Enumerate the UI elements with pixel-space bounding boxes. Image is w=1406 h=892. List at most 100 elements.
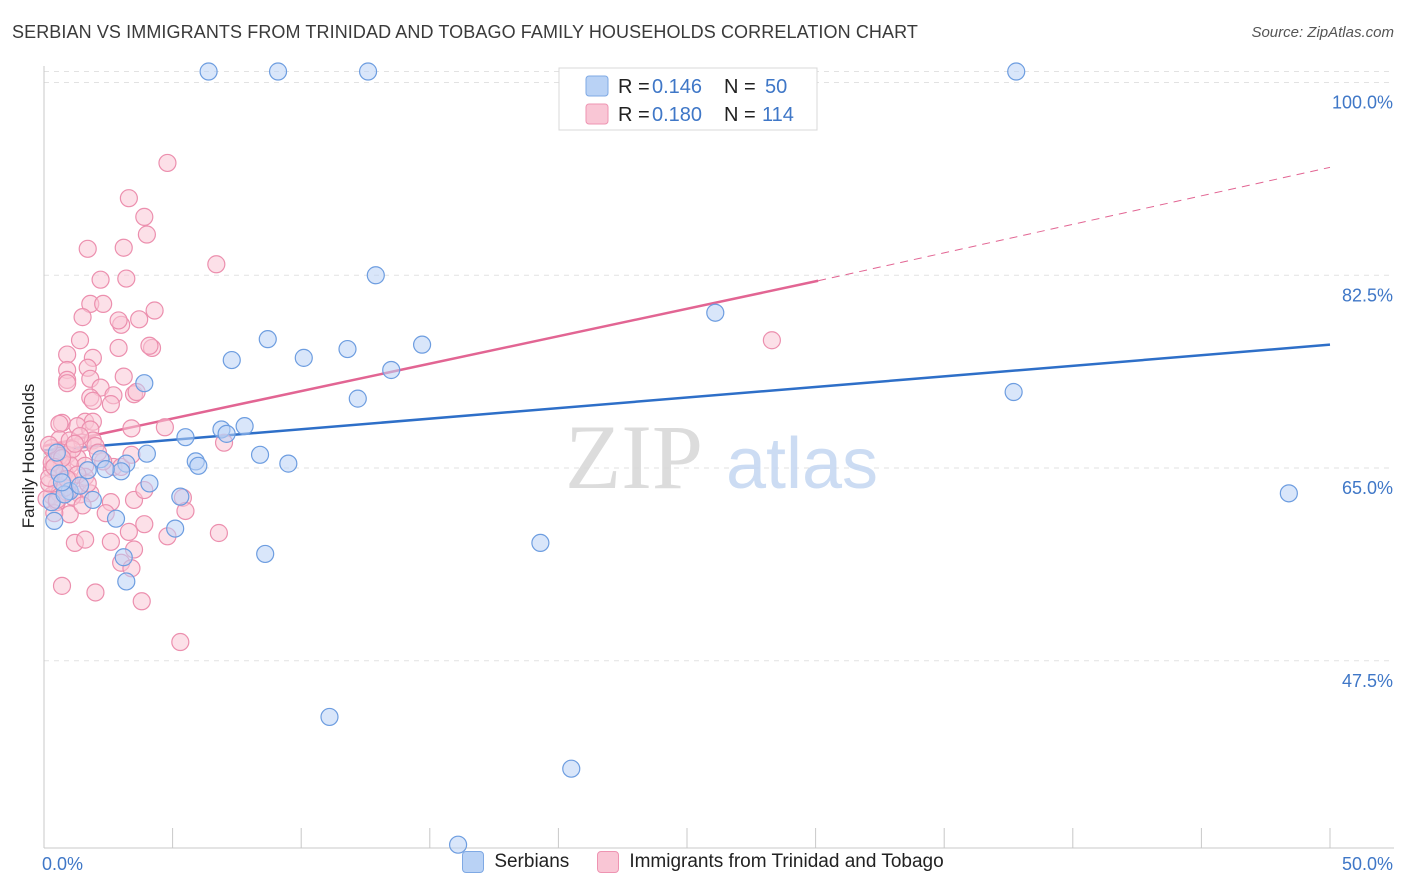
serbian-point-40 bbox=[114, 548, 133, 567]
serbian-point-19 bbox=[137, 444, 156, 463]
serbian-point-30 bbox=[171, 487, 190, 506]
serbian-point-0 bbox=[199, 62, 218, 81]
serbian-point-37 bbox=[166, 519, 185, 538]
trinidad-point-76 bbox=[135, 515, 154, 534]
serbian-point-36 bbox=[45, 511, 64, 530]
serbian-point-18 bbox=[235, 417, 254, 436]
trinidad-point-87 bbox=[86, 583, 105, 602]
x-tick-label-max: 50.0% bbox=[1342, 854, 1393, 874]
trinidad-point-2 bbox=[135, 207, 154, 226]
trinidad-point-17 bbox=[70, 331, 90, 350]
serbian-point-48 bbox=[83, 490, 102, 510]
serbian-point-4 bbox=[366, 266, 385, 285]
serbian-point-23 bbox=[279, 454, 298, 473]
serbian-point-27 bbox=[78, 461, 97, 480]
watermark: ZIP atlas bbox=[565, 406, 878, 508]
legend-item-trinidad[interactable]: Immigrants from Trinidad and Tobago bbox=[597, 851, 944, 873]
serbian-point-39 bbox=[1279, 484, 1298, 503]
legend-n-label-2: N = bbox=[724, 104, 756, 126]
serbian-point-29 bbox=[140, 474, 159, 493]
serbian-point-1 bbox=[268, 62, 288, 81]
trinidad-point-43 bbox=[122, 419, 141, 438]
serbian-point-41 bbox=[256, 544, 275, 564]
legend-label-trinidad: Immigrants from Trinidad and Tobago bbox=[629, 851, 944, 872]
watermark-zip: ZIP bbox=[565, 406, 703, 508]
serbian-point-17 bbox=[176, 428, 195, 447]
y-tick-label-3: 47.5% bbox=[1342, 671, 1393, 691]
trinidad-point-88 bbox=[132, 592, 151, 611]
points-pink bbox=[37, 153, 781, 652]
trend-line-serbians bbox=[43, 343, 1331, 452]
serbian-point-13 bbox=[348, 389, 367, 408]
axes bbox=[43, 66, 1394, 849]
serbian-point-11 bbox=[382, 360, 401, 380]
trinidad-point-39 bbox=[50, 414, 69, 434]
serbian-point-9 bbox=[294, 348, 313, 367]
trinidad-point-20 bbox=[140, 336, 159, 355]
legend-n-value-2: 114 bbox=[762, 104, 794, 126]
y-tick-label-2: 65.0% bbox=[1342, 478, 1393, 498]
trinidad-point-21 bbox=[58, 345, 77, 364]
trend-lines bbox=[43, 166, 1331, 452]
serbian-point-3 bbox=[1007, 62, 1026, 81]
serbian-point-44 bbox=[562, 759, 581, 778]
legend-r-label-1: R = bbox=[618, 76, 650, 98]
legend-r-value-2: 0.180 bbox=[652, 104, 702, 126]
legend-swatch-serbians bbox=[462, 851, 485, 873]
legend-r-value-1: 0.146 bbox=[652, 76, 702, 98]
legend-r-label-2: R = bbox=[618, 104, 650, 126]
legend-item-serbians[interactable]: Serbians bbox=[462, 851, 569, 873]
trinidad-point-28 bbox=[58, 374, 77, 393]
chart-source: Source: ZipAtlas.com bbox=[1251, 24, 1394, 41]
serbian-point-10 bbox=[222, 350, 241, 370]
watermark-atlas: atlas bbox=[726, 424, 878, 504]
serbian-point-8 bbox=[412, 335, 432, 354]
serbian-point-38 bbox=[531, 533, 550, 553]
trinidad-point-8 bbox=[117, 269, 136, 288]
serbian-point-45 bbox=[448, 835, 468, 854]
trinidad-point-11 bbox=[145, 301, 164, 320]
trinidad-point-16 bbox=[762, 331, 781, 350]
gridlines bbox=[44, 71, 1394, 662]
trinidad-point-42 bbox=[155, 418, 174, 437]
serbian-point-49 bbox=[52, 473, 72, 492]
trinidad-point-10 bbox=[94, 294, 113, 314]
y-tick-label-1: 82.5% bbox=[1342, 285, 1393, 305]
trinidad-point-112 bbox=[65, 434, 84, 453]
legend-label-serbians: Serbians bbox=[494, 851, 570, 872]
legend-n-value-1: 50 bbox=[765, 76, 787, 98]
trinidad-point-35 bbox=[101, 395, 120, 414]
legend-n-label-1: N = bbox=[724, 76, 756, 98]
trinidad-point-5 bbox=[114, 238, 133, 257]
x-tick-label-min: 0.0% bbox=[42, 854, 83, 874]
trinidad-point-34 bbox=[83, 391, 102, 410]
serbian-point-32 bbox=[70, 476, 90, 495]
serbian-point-42 bbox=[117, 572, 136, 591]
trinidad-point-4 bbox=[78, 239, 97, 258]
serbian-point-2 bbox=[358, 62, 378, 81]
trend-line-trinidad bbox=[43, 279, 819, 448]
serbian-point-26 bbox=[112, 462, 131, 481]
trinidad-point-80 bbox=[76, 530, 95, 549]
y-tick-labels: 100.0% 82.5% 65.0% 47.5% bbox=[1332, 93, 1393, 691]
trend-line-trinidad-dashed bbox=[818, 166, 1331, 282]
trinidad-point-15 bbox=[130, 310, 149, 329]
legend-swatch-pink bbox=[585, 103, 609, 125]
legend-box: R = 0.146 N = 50 R = 0.180 N = 114 bbox=[558, 67, 818, 131]
trinidad-point-18 bbox=[109, 338, 128, 358]
serbian-point-14 bbox=[1004, 382, 1023, 402]
serbian-point-22 bbox=[189, 456, 208, 475]
serbian-point-43 bbox=[320, 707, 339, 727]
points-blue bbox=[42, 62, 1298, 854]
serbian-point-12 bbox=[135, 374, 154, 393]
trinidad-point-81 bbox=[101, 532, 120, 551]
serbian-point-16 bbox=[217, 424, 236, 443]
serbian-point-6 bbox=[258, 330, 277, 349]
trinidad-point-25 bbox=[114, 367, 133, 386]
legend-swatch-blue bbox=[585, 75, 609, 97]
trinidad-point-86 bbox=[52, 576, 72, 595]
serbian-point-5 bbox=[706, 303, 725, 322]
trinidad-point-14 bbox=[109, 311, 128, 330]
serbian-point-35 bbox=[106, 509, 126, 528]
